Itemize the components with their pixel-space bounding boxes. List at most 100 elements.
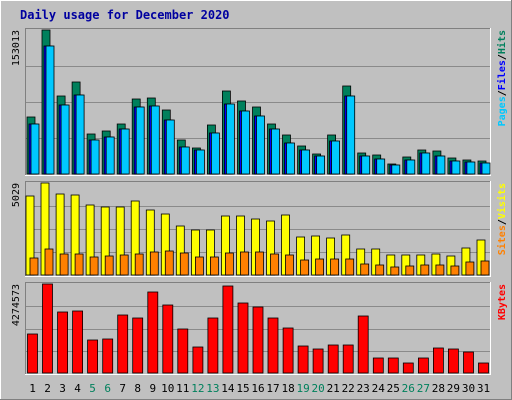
- bar-pages-day-2: [45, 45, 55, 175]
- bar-kbytes-day-6: [102, 338, 114, 374]
- x-tick-label: 11: [176, 382, 189, 395]
- bar-kbytes-day-18: [282, 327, 294, 374]
- x-tick-label: 3: [59, 382, 66, 395]
- legend-entry-hits: Hits: [496, 30, 508, 54]
- bar-sites-day-29: [450, 265, 460, 276]
- bar-pages-day-3: [60, 104, 70, 175]
- bar-pages-day-19: [301, 149, 311, 175]
- bar-pages-day-23: [361, 155, 371, 175]
- bar-pages-day-21: [331, 140, 341, 175]
- bar-sites-day-30: [465, 261, 475, 276]
- bar-pages-day-31: [481, 162, 491, 175]
- bar-kbytes-day-25: [387, 357, 399, 374]
- x-tick-label: 10: [161, 382, 174, 395]
- legend-entry-files: Files: [496, 60, 508, 90]
- bar-kbytes-day-28: [432, 347, 444, 374]
- bar-pages-day-29: [451, 160, 461, 175]
- bar-kbytes-day-23: [357, 315, 369, 374]
- x-tick-label: 18: [281, 382, 294, 395]
- legend-entry-kbytes: KBytes: [497, 284, 508, 320]
- bar-sites-day-7: [119, 254, 129, 276]
- bar-kbytes-day-26: [402, 362, 414, 374]
- x-tick-label: 24: [372, 382, 386, 395]
- bar-sites-day-19: [300, 259, 310, 276]
- x-tick-label: 9: [149, 382, 156, 395]
- legend: KBytes: [497, 284, 508, 320]
- bar-sites-day-13: [209, 256, 219, 276]
- x-tick-label: 16: [251, 382, 264, 395]
- bar-pages-day-28: [436, 155, 446, 175]
- y-axis-max-label: 5029: [11, 183, 22, 207]
- bar-pages-day-30: [466, 161, 476, 175]
- x-tick-label: 25: [387, 382, 400, 395]
- bar-pages-day-9: [150, 105, 160, 175]
- bar-kbytes-day-20: [312, 348, 324, 374]
- x-tick-label: 31: [477, 382, 490, 395]
- x-tick-label: 29: [447, 382, 460, 395]
- bar-kbytes-day-16: [252, 306, 264, 374]
- bar-sites-day-15: [240, 251, 249, 276]
- x-tick-label: 21: [327, 382, 340, 395]
- bar-pages-day-7: [120, 128, 130, 175]
- bar-kbytes-day-3: [57, 311, 68, 374]
- bar-pages-day-14: [225, 103, 235, 175]
- bar-sites-day-10: [164, 250, 174, 276]
- bar-pages-day-17: [271, 128, 280, 175]
- x-tick-label: 27: [417, 382, 430, 395]
- bar-pages-day-24: [376, 158, 386, 175]
- bar-sites-day-22: [345, 258, 355, 276]
- legend-separator: /: [497, 90, 508, 96]
- bar-pages-day-4: [75, 94, 85, 175]
- bar-kbytes-day-19: [297, 345, 309, 374]
- bar-pages-day-26: [406, 159, 416, 175]
- x-tick-label: 20: [311, 382, 324, 395]
- bar-pages-day-10: [165, 119, 175, 175]
- bar-sites-day-24: [375, 264, 385, 276]
- bar-kbytes-day-12: [192, 346, 204, 374]
- x-tick-label: 7: [119, 382, 126, 395]
- bar-pages-day-22: [346, 95, 356, 175]
- bar-sites-day-1: [29, 257, 39, 276]
- bar-pages-day-18: [286, 142, 295, 175]
- x-axis-labels: 1 2 3 4 5 6 7 8 9 10 11 12 13 14 15 16 17 18 19 20 21 22 23 24 2…: [29, 382, 490, 395]
- bar-kbytes-day-7: [117, 314, 129, 374]
- y-axis-max-label: 4274573: [11, 284, 22, 326]
- bar-sites-day-6: [104, 255, 114, 276]
- bar-sites-day-11: [179, 252, 189, 276]
- bar-sites-day-21: [330, 258, 340, 276]
- bar-kbytes-day-27: [417, 357, 429, 374]
- bar-pages-day-16: [256, 115, 265, 175]
- x-tick-label: 12: [191, 382, 204, 395]
- bar-sites-day-26: [405, 265, 415, 276]
- x-tick-label: 14: [221, 382, 235, 395]
- bar-sites-day-27: [420, 264, 430, 276]
- chart-title: Daily usage for December 2020: [20, 8, 230, 22]
- bar-kbytes-day-2: [42, 283, 53, 374]
- x-tick-label: 26: [402, 382, 415, 395]
- x-tick-label: 30: [462, 382, 475, 395]
- bar-sites-day-9: [149, 251, 159, 276]
- bar-pages-day-15: [241, 110, 250, 175]
- x-tick-label: 6: [104, 382, 111, 395]
- bar-sites-day-4: [74, 253, 84, 276]
- bar-kbytes-day-11: [177, 328, 189, 374]
- bar-sites-day-20: [315, 258, 325, 276]
- bar-kbytes-day-13: [207, 317, 219, 374]
- bar-sites-day-5: [89, 256, 99, 276]
- bar-kbytes-day-5: [87, 339, 98, 374]
- bar-kbytes-day-8: [132, 317, 144, 374]
- bar-kbytes-day-31: [478, 362, 489, 374]
- bar-pages-day-5: [90, 139, 100, 175]
- x-tick-label: 19: [296, 382, 309, 395]
- bar-sites-day-2: [44, 248, 54, 276]
- bar-pages-day-8: [135, 106, 145, 175]
- legend: Sites/Visits: [496, 183, 508, 255]
- panel-kbytes: 4274573 KBytes: [11, 282, 508, 375]
- legend-separator: /: [497, 54, 508, 60]
- bar-sites-day-17: [270, 253, 279, 276]
- bar-kbytes-day-10: [162, 304, 174, 374]
- x-tick-label: 17: [266, 382, 279, 395]
